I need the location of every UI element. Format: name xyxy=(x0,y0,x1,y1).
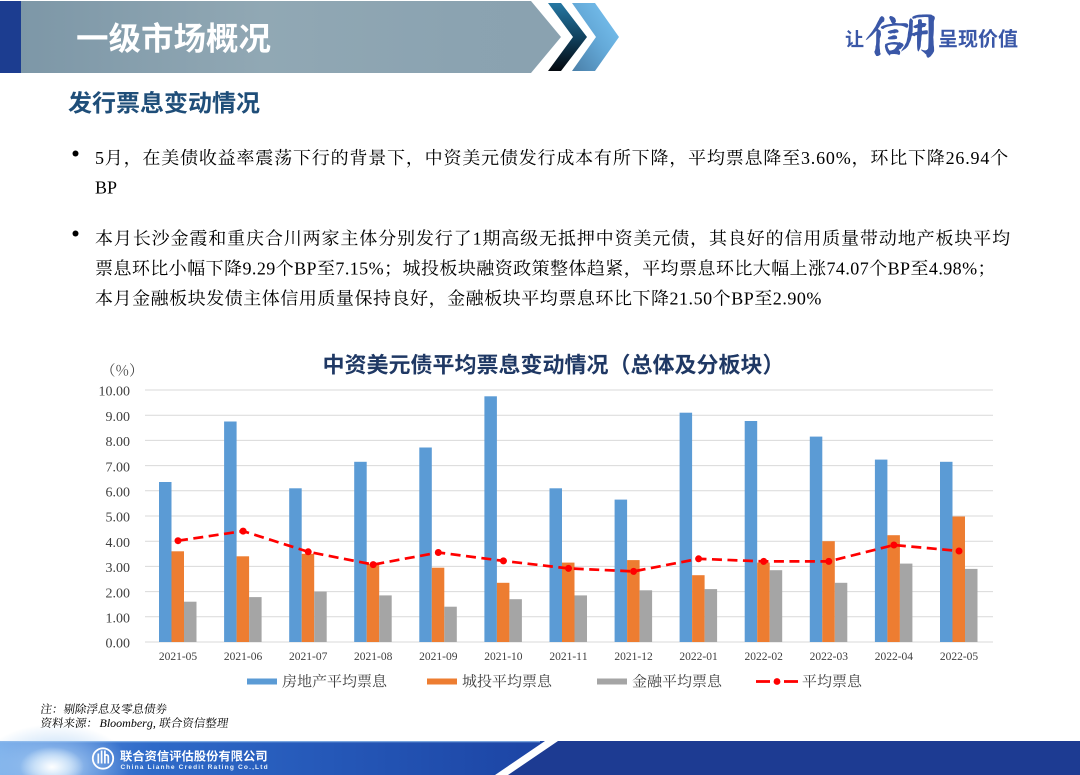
svg-text:BP: BP xyxy=(888,259,911,279)
svg-text:BP: BP xyxy=(95,178,117,198)
svg-text:2022-01: 2022-01 xyxy=(679,651,718,663)
svg-text:5: 5 xyxy=(95,148,105,168)
svg-text:74.07: 74.07 xyxy=(827,259,870,279)
svg-text:2.90%: 2.90% xyxy=(773,289,822,309)
svg-text:3.00: 3.00 xyxy=(106,561,131,576)
svg-text:3.60%: 3.60% xyxy=(801,148,852,168)
svg-text:2021-09: 2021-09 xyxy=(419,651,458,663)
svg-text:26.94: 26.94 xyxy=(946,148,991,168)
svg-text:2021-10: 2021-10 xyxy=(484,651,523,663)
svg-text:9.29: 9.29 xyxy=(243,259,276,279)
svg-text:0.00: 0.00 xyxy=(106,637,131,652)
svg-text:2022-02: 2022-02 xyxy=(745,651,784,663)
svg-text:6.00: 6.00 xyxy=(106,486,131,501)
svg-text:2021-12: 2021-12 xyxy=(614,651,653,663)
svg-text:2021-11: 2021-11 xyxy=(549,651,588,663)
svg-text:China Lianhe Credit Rating Co.: China Lianhe Credit Rating Co.,Ltd xyxy=(121,764,269,771)
svg-text:2021-05: 2021-05 xyxy=(159,651,198,663)
svg-text:1.00: 1.00 xyxy=(106,612,131,627)
svg-text:2022-04: 2022-04 xyxy=(875,651,914,663)
svg-text:Bloomberg,: Bloomberg, xyxy=(100,716,156,730)
svg-text:7.15%: 7.15% xyxy=(335,259,384,279)
svg-text:BP: BP xyxy=(731,289,754,309)
svg-text:9.00: 9.00 xyxy=(106,410,131,425)
svg-text:4.00: 4.00 xyxy=(106,536,131,551)
svg-text:8.00: 8.00 xyxy=(106,435,131,450)
svg-text:5.00: 5.00 xyxy=(106,511,131,526)
svg-text:BP: BP xyxy=(294,259,317,279)
svg-text:2.00: 2.00 xyxy=(106,586,131,601)
svg-text:1: 1 xyxy=(473,229,483,249)
svg-text:2022-03: 2022-03 xyxy=(810,651,849,663)
svg-text:21.50: 21.50 xyxy=(670,289,713,309)
svg-text:2021-08: 2021-08 xyxy=(354,651,393,663)
svg-text:2021-07: 2021-07 xyxy=(289,651,328,663)
svg-text:2022-05: 2022-05 xyxy=(940,651,979,663)
svg-text:7.00: 7.00 xyxy=(106,460,131,475)
svg-text:2021-06: 2021-06 xyxy=(224,651,263,663)
svg-text:10.00: 10.00 xyxy=(99,385,131,400)
svg-text:4.98%: 4.98% xyxy=(929,259,978,279)
